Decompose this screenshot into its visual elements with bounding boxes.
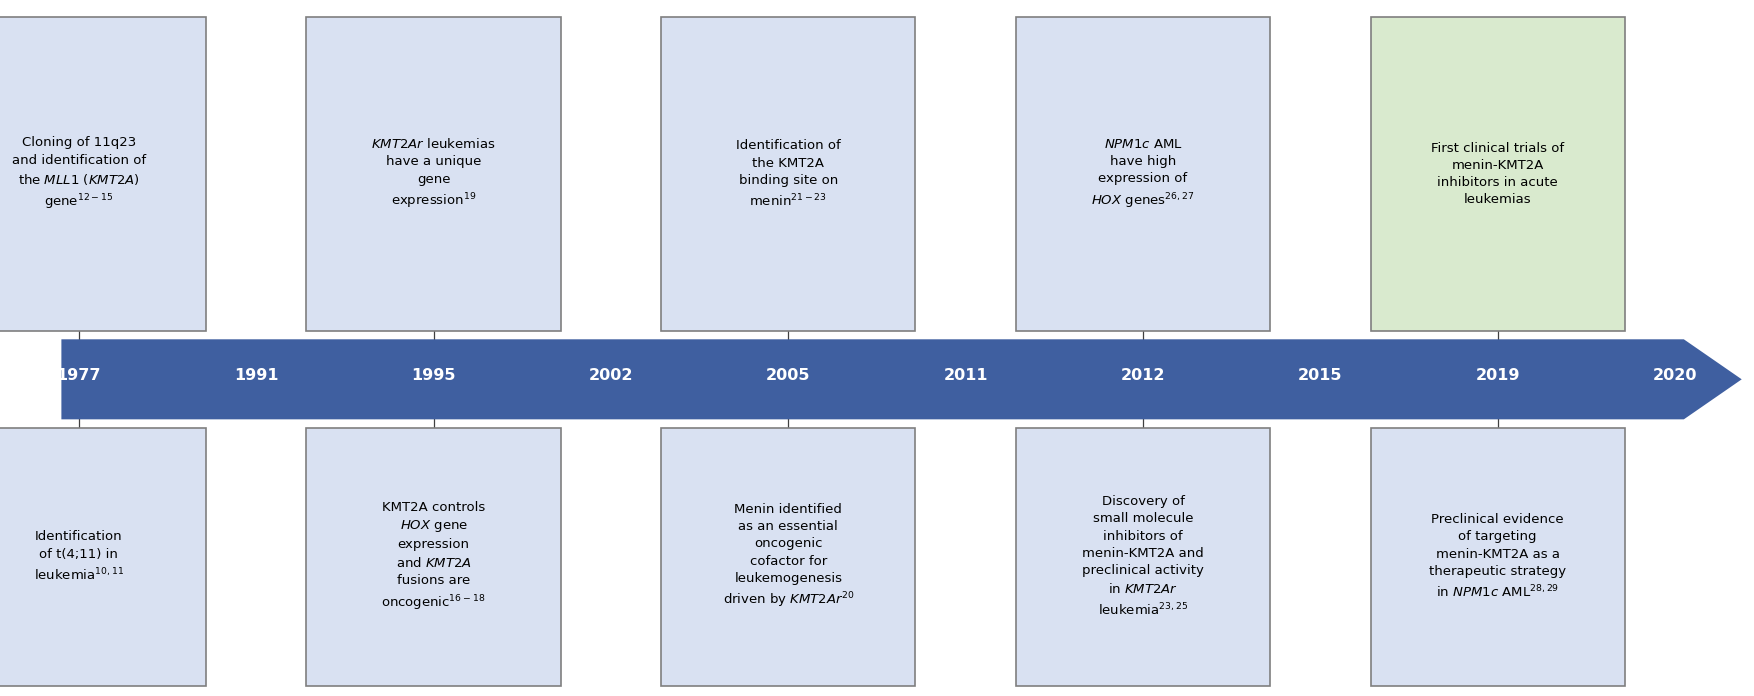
Text: Identification
of t(4;11) in
leukemia$^{10,11}$: Identification of t(4;11) in leukemia$^{… <box>33 530 125 583</box>
Text: $\mathit{KMT2Ar}$ leukemias
have a unique
gene
expression$^{19}$: $\mathit{KMT2Ar}$ leukemias have a uniqu… <box>372 137 496 211</box>
Text: 1995: 1995 <box>412 368 456 383</box>
Text: KMT2A controls
$\mathit{HOX}$ gene
expression
and $\mathit{KMT2A}$
fusions are
o: KMT2A controls $\mathit{HOX}$ gene expre… <box>381 500 486 612</box>
FancyBboxPatch shape <box>0 17 207 331</box>
FancyBboxPatch shape <box>0 427 207 686</box>
Text: 2020: 2020 <box>1652 368 1698 383</box>
Text: 2005: 2005 <box>766 368 810 383</box>
FancyBboxPatch shape <box>661 427 916 686</box>
Text: 1977: 1977 <box>56 368 102 383</box>
FancyBboxPatch shape <box>661 17 916 331</box>
Text: Menin identified
as an essential
oncogenic
cofactor for
leukemogenesis
driven by: Menin identified as an essential oncogen… <box>723 503 854 610</box>
Text: $\mathit{NPM1c}$ AML
have high
expression of
$\mathit{HOX}$ genes$^{26,27}$: $\mathit{NPM1c}$ AML have high expressio… <box>1091 138 1194 211</box>
FancyBboxPatch shape <box>307 427 561 686</box>
Text: Preclinical evidence
of targeting
menin-KMT2A as a
therapeutic strategy
in $\mat: Preclinical evidence of targeting menin-… <box>1430 513 1566 600</box>
Text: 2002: 2002 <box>589 368 633 383</box>
FancyBboxPatch shape <box>307 17 561 331</box>
Text: 2015: 2015 <box>1298 368 1342 383</box>
Text: 2011: 2011 <box>944 368 988 383</box>
Text: Identification of
the KMT2A
binding site on
menin$^{21-23}$: Identification of the KMT2A binding site… <box>737 139 840 209</box>
FancyBboxPatch shape <box>1370 17 1624 331</box>
Polygon shape <box>61 339 1742 419</box>
Text: 2012: 2012 <box>1121 368 1165 383</box>
Text: 1991: 1991 <box>233 368 279 383</box>
FancyBboxPatch shape <box>1016 427 1270 686</box>
Text: Cloning of 11q23
and identification of
the $\mathit{MLL1\ (KMT2A)}$
gene$^{12-15: Cloning of 11q23 and identification of t… <box>12 136 146 212</box>
Text: Discovery of
small molecule
inhibitors of
menin-KMT2A and
preclinical activity
i: Discovery of small molecule inhibitors o… <box>1082 496 1203 618</box>
FancyBboxPatch shape <box>1370 427 1624 686</box>
FancyBboxPatch shape <box>1016 17 1270 331</box>
Text: First clinical trials of
menin-KMT2A
inhibitors in acute
leukemias: First clinical trials of menin-KMT2A inh… <box>1431 142 1565 207</box>
Text: 2019: 2019 <box>1475 368 1521 383</box>
